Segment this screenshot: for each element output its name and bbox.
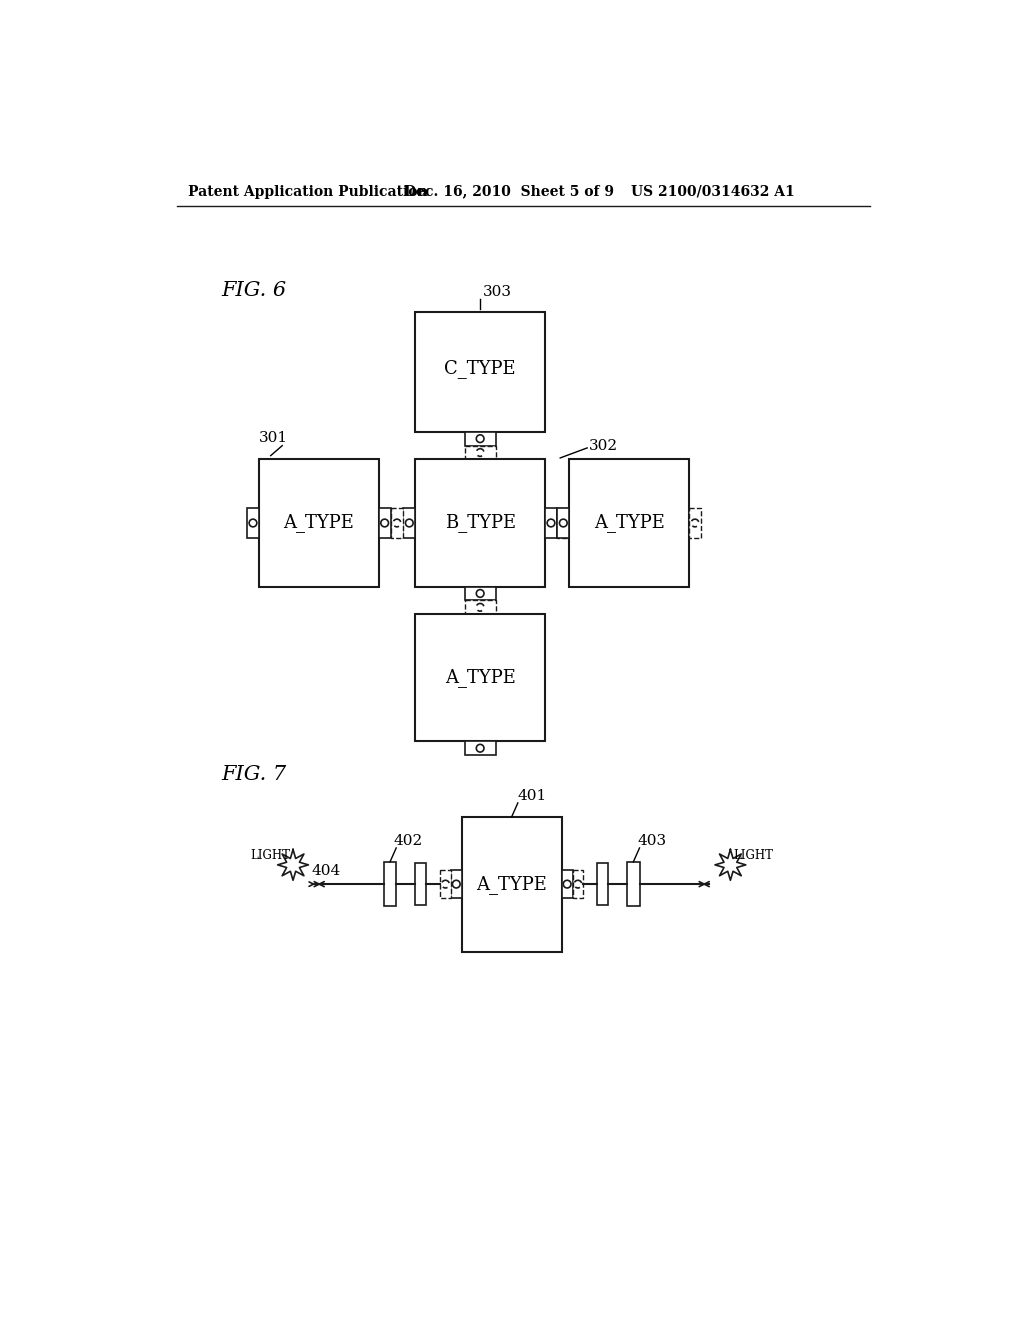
Bar (259, 459, 379, 586)
Bar (379, 508, 391, 539)
Text: A_TYPE: A_TYPE (284, 513, 354, 532)
Bar (572, 870, 584, 898)
Bar (689, 508, 701, 539)
Bar (384, 862, 396, 907)
Bar (416, 459, 545, 586)
Text: A_TYPE: A_TYPE (594, 513, 665, 532)
Text: 402: 402 (394, 834, 423, 847)
Bar (416, 313, 545, 432)
Bar (247, 508, 259, 539)
Text: A_TYPE: A_TYPE (476, 875, 547, 894)
Bar (391, 508, 403, 539)
Text: Dec. 16, 2010  Sheet 5 of 9: Dec. 16, 2010 Sheet 5 of 9 (403, 185, 614, 198)
Bar (562, 870, 572, 898)
Text: 303: 303 (483, 285, 512, 300)
Text: FIG. 7: FIG. 7 (221, 764, 287, 784)
Bar (416, 614, 545, 742)
Bar (597, 863, 608, 906)
Bar (465, 432, 496, 446)
Bar (462, 817, 562, 952)
Text: C_TYPE: C_TYPE (444, 359, 516, 378)
Bar (465, 601, 496, 614)
Bar (440, 870, 451, 898)
Text: Patent Application Publication: Patent Application Publication (188, 185, 428, 198)
Bar (545, 508, 557, 539)
Text: 401: 401 (518, 789, 547, 803)
Bar (557, 508, 569, 539)
Bar (451, 870, 462, 898)
Text: 302: 302 (589, 438, 617, 453)
Text: 403: 403 (637, 834, 667, 847)
Bar (465, 586, 496, 601)
Bar (628, 862, 640, 907)
Text: 404: 404 (311, 865, 341, 878)
Bar (416, 863, 426, 906)
Text: A_TYPE: A_TYPE (444, 668, 515, 688)
Text: LIGHT: LIGHT (733, 849, 773, 862)
Text: 301: 301 (259, 430, 289, 445)
Text: LIGHT: LIGHT (250, 849, 290, 862)
Bar (569, 459, 689, 586)
Bar (557, 508, 569, 539)
Bar (403, 508, 416, 539)
Text: US 2100/0314632 A1: US 2100/0314632 A1 (631, 185, 795, 198)
Text: B_TYPE: B_TYPE (444, 513, 516, 532)
Bar (465, 742, 496, 755)
Text: FIG. 6: FIG. 6 (221, 281, 287, 301)
Bar (465, 446, 496, 459)
